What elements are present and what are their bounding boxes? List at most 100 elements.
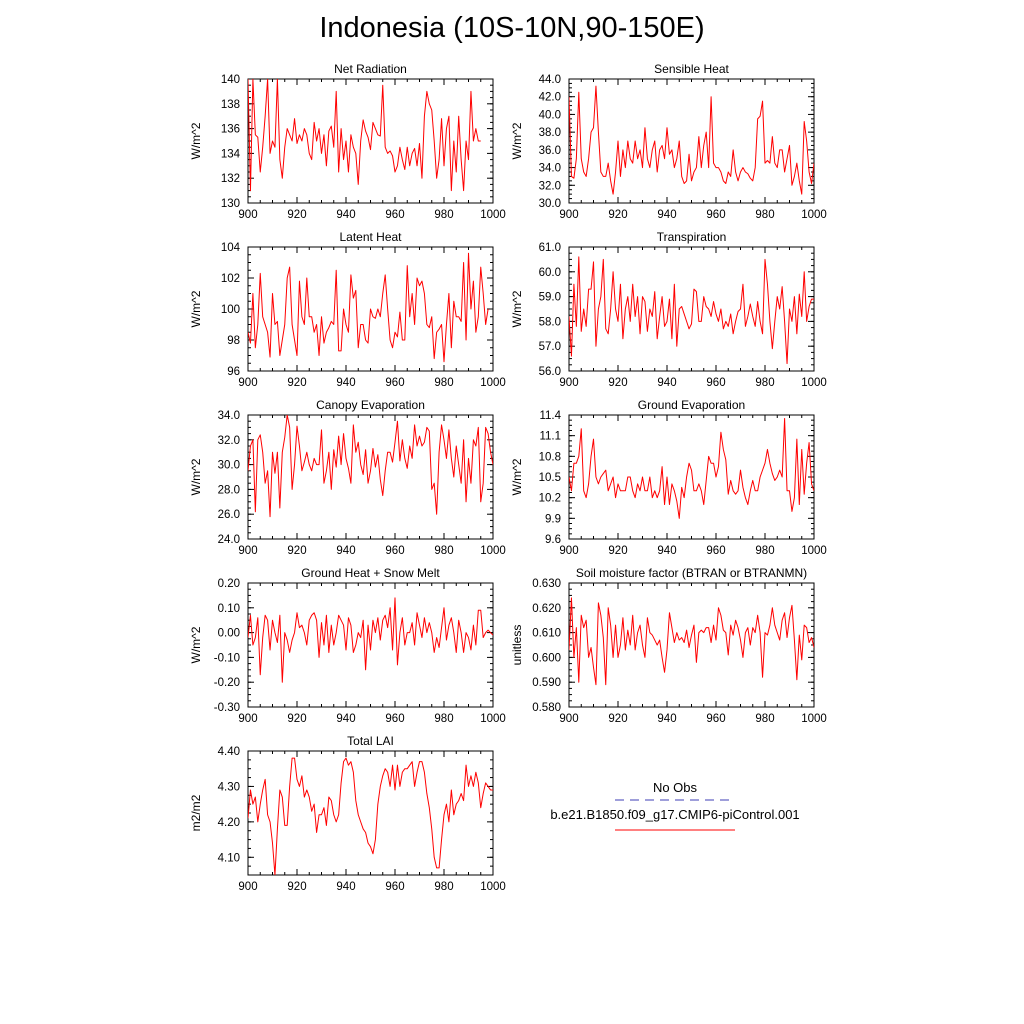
y-tick-label: 30.0 — [218, 460, 240, 472]
panel-title: Transpiration — [657, 230, 727, 244]
x-tick-label: 900 — [238, 713, 257, 725]
x-tick-label: 920 — [608, 209, 627, 221]
panel-title: Total LAI — [347, 734, 394, 748]
x-tick-label: 920 — [287, 881, 306, 893]
y-tick-label: 104 — [221, 242, 241, 254]
x-tick-label: 940 — [336, 545, 355, 557]
x-tick-label: 1000 — [801, 545, 827, 557]
x-tick-label: 1000 — [480, 713, 506, 725]
x-tick-label: 900 — [559, 209, 578, 221]
x-tick-label: 1000 — [801, 377, 827, 389]
panel-ground-evaporation: Ground Evaporation W/m^2 900 920 940 960 980 10… — [510, 398, 827, 557]
x-tick-label: 940 — [336, 209, 355, 221]
x-tick-label: 900 — [559, 713, 578, 725]
x-tick-label: 960 — [706, 377, 725, 389]
y-tick-label: 61.0 — [539, 242, 561, 254]
y-axis-label: unitless — [510, 625, 524, 666]
x-tick-label: 940 — [336, 713, 355, 725]
y-tick-label: 138 — [221, 99, 240, 111]
y-axis-label: W/m^2 — [510, 290, 524, 327]
y-tick-label: 60.0 — [539, 267, 561, 279]
panel-ground-heat-snow-melt: Ground Heat + Snow Melt W/m^2 900 920 940 960… — [189, 566, 506, 725]
x-tick-label: 1000 — [480, 881, 506, 893]
y-tick-label: 4.10 — [218, 852, 240, 864]
y-axis-label: W/m^2 — [189, 458, 203, 495]
y-tick-label: 34.0 — [218, 410, 240, 422]
y-tick-label: 9.6 — [545, 534, 561, 546]
x-tick-label: 940 — [657, 377, 676, 389]
x-tick-label: 900 — [559, 377, 578, 389]
y-axis-label: W/m^2 — [189, 290, 203, 327]
series-line-ground-evaporation — [569, 417, 814, 519]
y-tick-label: 10.5 — [539, 472, 561, 484]
x-tick-label: 980 — [434, 545, 453, 557]
plot-frame — [568, 246, 815, 372]
y-tick-label: 4.20 — [218, 817, 240, 829]
x-tick-label: 980 — [434, 713, 453, 725]
x-tick-label: 960 — [706, 209, 725, 221]
y-tick-label: 10.2 — [539, 493, 561, 505]
panel-title: Ground Evaporation — [638, 398, 745, 412]
y-tick-label: -0.10 — [214, 652, 240, 664]
x-tick-label: 960 — [385, 209, 404, 221]
x-tick-label: 900 — [238, 545, 257, 557]
x-tick-label: 940 — [657, 209, 676, 221]
y-tick-label: 96 — [227, 366, 240, 378]
y-tick-label: 0.10 — [218, 603, 240, 615]
main-title: Indonesia (10S-10N,90-150E) — [319, 12, 705, 44]
panel-title: Canopy Evaporation — [316, 398, 425, 412]
x-tick-label: 980 — [755, 209, 774, 221]
y-tick-label: 40.0 — [539, 109, 561, 121]
y-tick-label: 136 — [221, 124, 240, 136]
y-tick-label: -0.20 — [214, 677, 240, 689]
x-tick-label: 1000 — [480, 545, 506, 557]
x-tick-label: 1000 — [480, 209, 506, 221]
y-tick-label: 42.0 — [539, 92, 561, 104]
y-tick-label: 140 — [221, 74, 240, 86]
y-tick-label: 4.30 — [218, 781, 240, 793]
x-tick-label: 920 — [287, 377, 306, 389]
y-tick-label: 36.0 — [539, 145, 561, 157]
y-axis-label: m2/m2 — [189, 794, 203, 831]
x-tick-label: 920 — [287, 545, 306, 557]
x-tick-label: 980 — [434, 881, 453, 893]
x-tick-label: 900 — [238, 881, 257, 893]
y-tick-label: 98 — [227, 335, 240, 347]
y-tick-label: 38.0 — [539, 127, 561, 139]
y-tick-label: 0.620 — [532, 603, 561, 615]
y-tick-label: 0.630 — [532, 578, 561, 590]
x-tick-label: 900 — [559, 545, 578, 557]
y-tick-label: 57.0 — [539, 341, 561, 353]
y-tick-label: 34.0 — [539, 163, 561, 175]
x-tick-label: 1000 — [801, 209, 827, 221]
y-tick-label: 59.0 — [539, 292, 561, 304]
series-line-sensible-heat — [569, 85, 814, 195]
y-tick-label: 11.4 — [539, 410, 561, 422]
series-line-net-radiation — [248, 79, 481, 192]
plot-frame — [568, 78, 815, 204]
panel-title: Net Radiation — [334, 62, 407, 76]
x-tick-label: 920 — [287, 209, 306, 221]
panel-title: Ground Heat + Snow Melt — [301, 566, 440, 580]
y-tick-label: 28.0 — [218, 484, 240, 496]
series-line-transpiration — [569, 256, 814, 365]
x-tick-label: 960 — [706, 713, 725, 725]
panels-group: Net Radiation W/m^2 900 920 940 960 980 1000 130… — [189, 62, 827, 893]
x-tick-label: 1000 — [801, 713, 827, 725]
plot-frame — [568, 582, 815, 708]
x-tick-label: 900 — [238, 209, 257, 221]
legend-label-no-obs: No Obs — [653, 780, 698, 795]
y-tick-label: 0.590 — [532, 677, 561, 689]
y-tick-label: -0.30 — [214, 702, 240, 714]
panel-total-lai: Total LAI m2/m2 900 920 940 960 980 1000 4.10 4.2… — [189, 734, 506, 893]
y-tick-label: 0.610 — [532, 628, 561, 640]
y-tick-label: 0.20 — [218, 578, 240, 590]
y-tick-label: 56.0 — [539, 366, 561, 378]
x-tick-label: 920 — [608, 545, 627, 557]
panel-title: Sensible Heat — [654, 62, 729, 76]
x-tick-label: 940 — [657, 713, 676, 725]
y-axis-label: W/m^2 — [189, 122, 203, 159]
y-axis-label: W/m^2 — [510, 458, 524, 495]
series-line-ground-heat-snow-melt — [248, 597, 493, 683]
